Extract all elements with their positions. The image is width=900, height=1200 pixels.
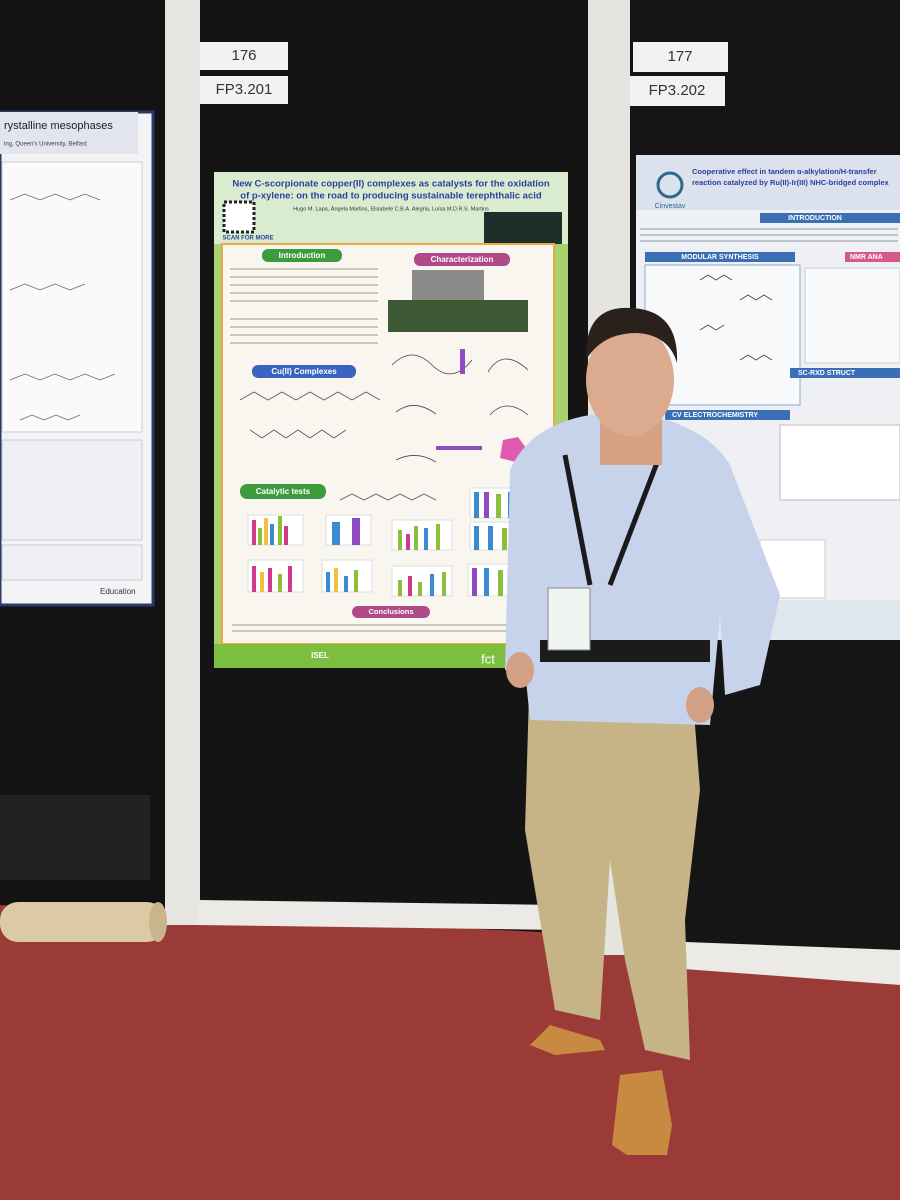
section-pill xyxy=(352,606,430,618)
booth-label xyxy=(200,42,288,70)
poster-title: New C-scorpionate copper(II) complexes a… xyxy=(232,179,549,190)
section-pill xyxy=(414,253,510,266)
molecule-sketches xyxy=(9,193,116,421)
nmr-spectrum xyxy=(804,267,900,364)
section-heading: Characterization xyxy=(431,255,494,264)
data-table xyxy=(779,424,900,501)
booth-code: FP3.202 xyxy=(649,82,706,99)
poster-title: Cooperative effect in tandem α-alkylatio… xyxy=(692,167,877,176)
micrograph xyxy=(388,300,528,332)
section-heading: Cu(II) Complexes xyxy=(271,367,337,376)
poster-logo: Education xyxy=(100,587,136,596)
booth-label xyxy=(633,42,728,72)
institution-name: Cinvestav xyxy=(655,203,686,210)
booth-code: FP3.201 xyxy=(216,81,273,98)
poster-roll-end xyxy=(149,902,167,942)
poster-text-block xyxy=(1,439,143,541)
person xyxy=(505,307,780,1155)
poster-roll xyxy=(0,902,165,942)
poster-logo: fct xyxy=(481,651,495,666)
poster-title: of p-xylene: on the road to producing su… xyxy=(240,191,542,202)
section-pill xyxy=(252,365,356,378)
institution-logo xyxy=(656,171,684,199)
micrograph xyxy=(412,270,484,300)
molecule-sketches xyxy=(239,391,437,501)
section-heading: INTRODUCTION xyxy=(788,215,842,222)
qr-code xyxy=(222,200,256,234)
section-heading: SC-RXD STRUCT xyxy=(798,370,856,377)
qr-caption: SCAN FOR MORE xyxy=(223,236,274,242)
section-bar xyxy=(845,252,900,262)
poster-authors: Hugo M. Lapa, Ângela Martins, Elisabete … xyxy=(293,205,489,212)
section-bar xyxy=(645,252,795,262)
booth-label xyxy=(630,76,725,106)
section-bar xyxy=(760,213,900,223)
section-pill xyxy=(262,249,342,262)
section-pill xyxy=(240,484,326,499)
section-bar xyxy=(790,368,900,378)
section-bar xyxy=(665,410,790,420)
section-heading: Conclusions xyxy=(368,607,413,616)
frame-post xyxy=(165,0,200,925)
poster-text-block xyxy=(1,544,143,581)
booth-number: 177 xyxy=(667,48,692,65)
poster-logo: ISEL xyxy=(311,651,329,660)
poster-figures xyxy=(1,161,143,433)
arrow xyxy=(460,349,465,374)
poster-header xyxy=(0,112,138,154)
baseboard xyxy=(630,940,900,985)
floor-mat xyxy=(0,795,150,880)
baseboard xyxy=(198,900,560,930)
booth-number: 176 xyxy=(231,47,256,64)
poster-header xyxy=(636,155,900,210)
text-lines xyxy=(230,268,548,632)
poster-title: rystalline mesophases xyxy=(4,120,113,132)
section-heading: CV ELECTROCHEMISTRY xyxy=(672,412,758,419)
section-heading: MODULAR SYNTHESIS xyxy=(681,254,759,261)
booth-label xyxy=(200,76,288,104)
section-heading: NMR ANA xyxy=(850,254,883,261)
text-lines xyxy=(640,228,898,242)
molecule-sketches xyxy=(699,274,773,361)
section-heading: Introduction xyxy=(279,251,326,260)
conference-logo xyxy=(484,212,562,244)
section-heading: Catalytic tests xyxy=(256,487,311,496)
poster-affiliation: ing, Queen's University, Belfast xyxy=(4,142,87,148)
poster-title: reaction catalyzed by Ru(II)-Ir(III) NHC… xyxy=(692,178,890,187)
arrow xyxy=(436,446,482,450)
